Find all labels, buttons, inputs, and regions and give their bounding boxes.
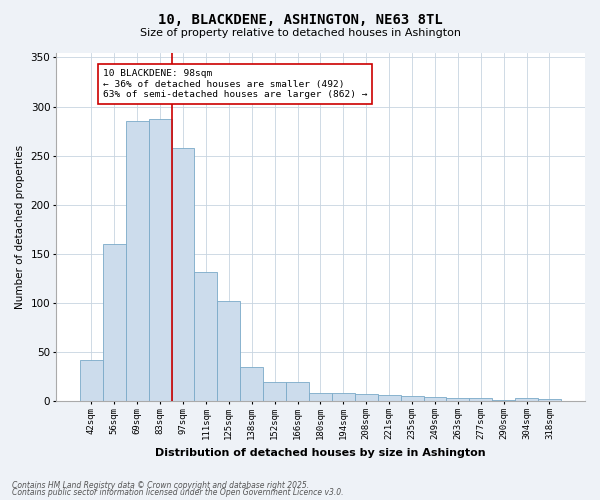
Bar xyxy=(240,367,263,402)
Bar xyxy=(377,396,401,402)
Text: Size of property relative to detached houses in Ashington: Size of property relative to detached ho… xyxy=(139,28,461,38)
Bar xyxy=(149,120,172,402)
Bar xyxy=(332,394,355,402)
Text: 10, BLACKDENE, ASHINGTON, NE63 8TL: 10, BLACKDENE, ASHINGTON, NE63 8TL xyxy=(158,12,442,26)
Bar xyxy=(355,394,377,402)
Bar xyxy=(80,360,103,402)
Text: 10 BLACKDENE: 98sqm
← 36% of detached houses are smaller (492)
63% of semi-detac: 10 BLACKDENE: 98sqm ← 36% of detached ho… xyxy=(103,69,367,99)
Bar xyxy=(469,398,492,402)
Bar xyxy=(126,122,149,402)
Bar xyxy=(309,394,332,402)
Bar xyxy=(103,244,126,402)
Bar xyxy=(446,398,469,402)
Bar xyxy=(492,400,515,402)
Bar xyxy=(194,272,217,402)
Bar xyxy=(286,382,309,402)
Bar xyxy=(263,382,286,402)
Bar xyxy=(515,398,538,402)
Text: Contains public sector information licensed under the Open Government Licence v3: Contains public sector information licen… xyxy=(12,488,343,497)
Bar xyxy=(424,398,446,402)
Y-axis label: Number of detached properties: Number of detached properties xyxy=(15,145,25,309)
Bar xyxy=(217,301,240,402)
Bar xyxy=(401,396,424,402)
Text: Contains HM Land Registry data © Crown copyright and database right 2025.: Contains HM Land Registry data © Crown c… xyxy=(12,480,309,490)
Bar xyxy=(172,148,194,402)
X-axis label: Distribution of detached houses by size in Ashington: Distribution of detached houses by size … xyxy=(155,448,486,458)
Bar xyxy=(538,400,561,402)
